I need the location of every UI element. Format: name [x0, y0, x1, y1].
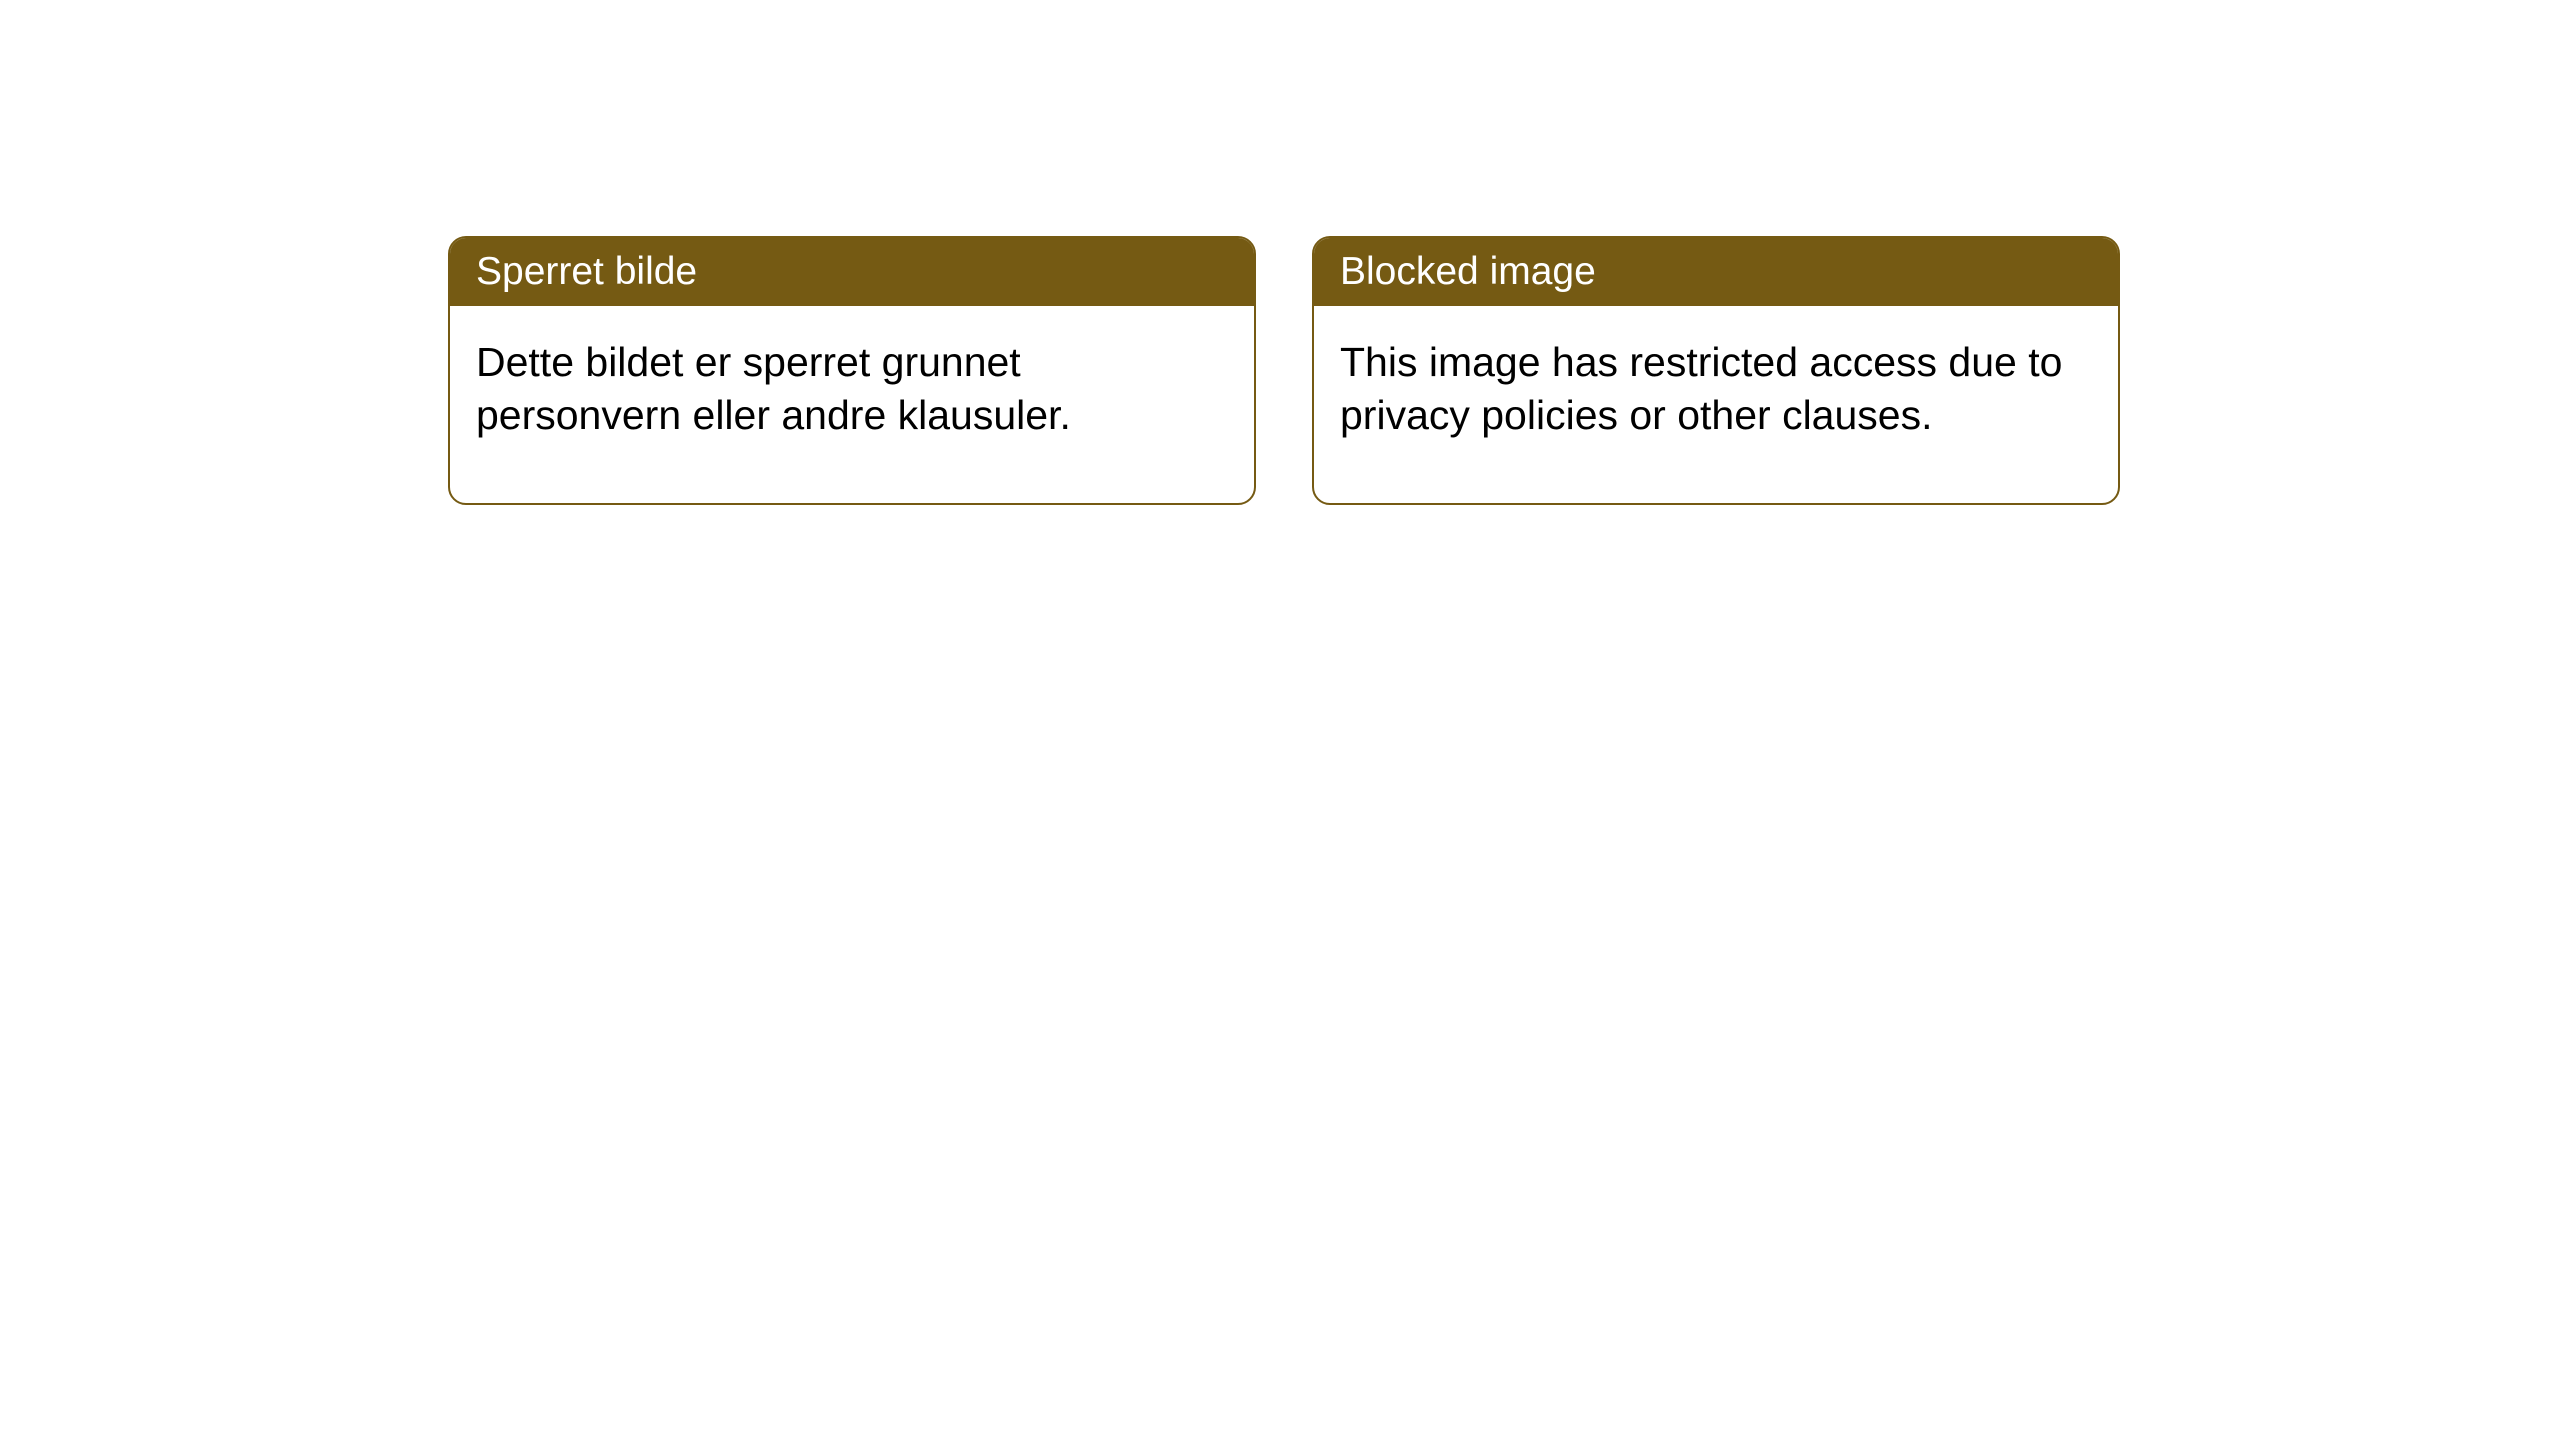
- notice-container: Sperret bilde Dette bildet er sperret gr…: [448, 236, 2120, 505]
- card-header: Sperret bilde: [450, 238, 1254, 306]
- card-title: Sperret bilde: [476, 250, 697, 293]
- notice-card-english: Blocked image This image has restricted …: [1312, 236, 2120, 505]
- card-body-text: This image has restricted access due to …: [1340, 339, 2062, 438]
- card-header: Blocked image: [1314, 238, 2118, 306]
- card-body: Dette bildet er sperret grunnet personve…: [450, 306, 1254, 503]
- card-body-text: Dette bildet er sperret grunnet personve…: [476, 339, 1071, 438]
- notice-card-norwegian: Sperret bilde Dette bildet er sperret gr…: [448, 236, 1256, 505]
- card-body: This image has restricted access due to …: [1314, 306, 2118, 503]
- card-title: Blocked image: [1340, 250, 1596, 293]
